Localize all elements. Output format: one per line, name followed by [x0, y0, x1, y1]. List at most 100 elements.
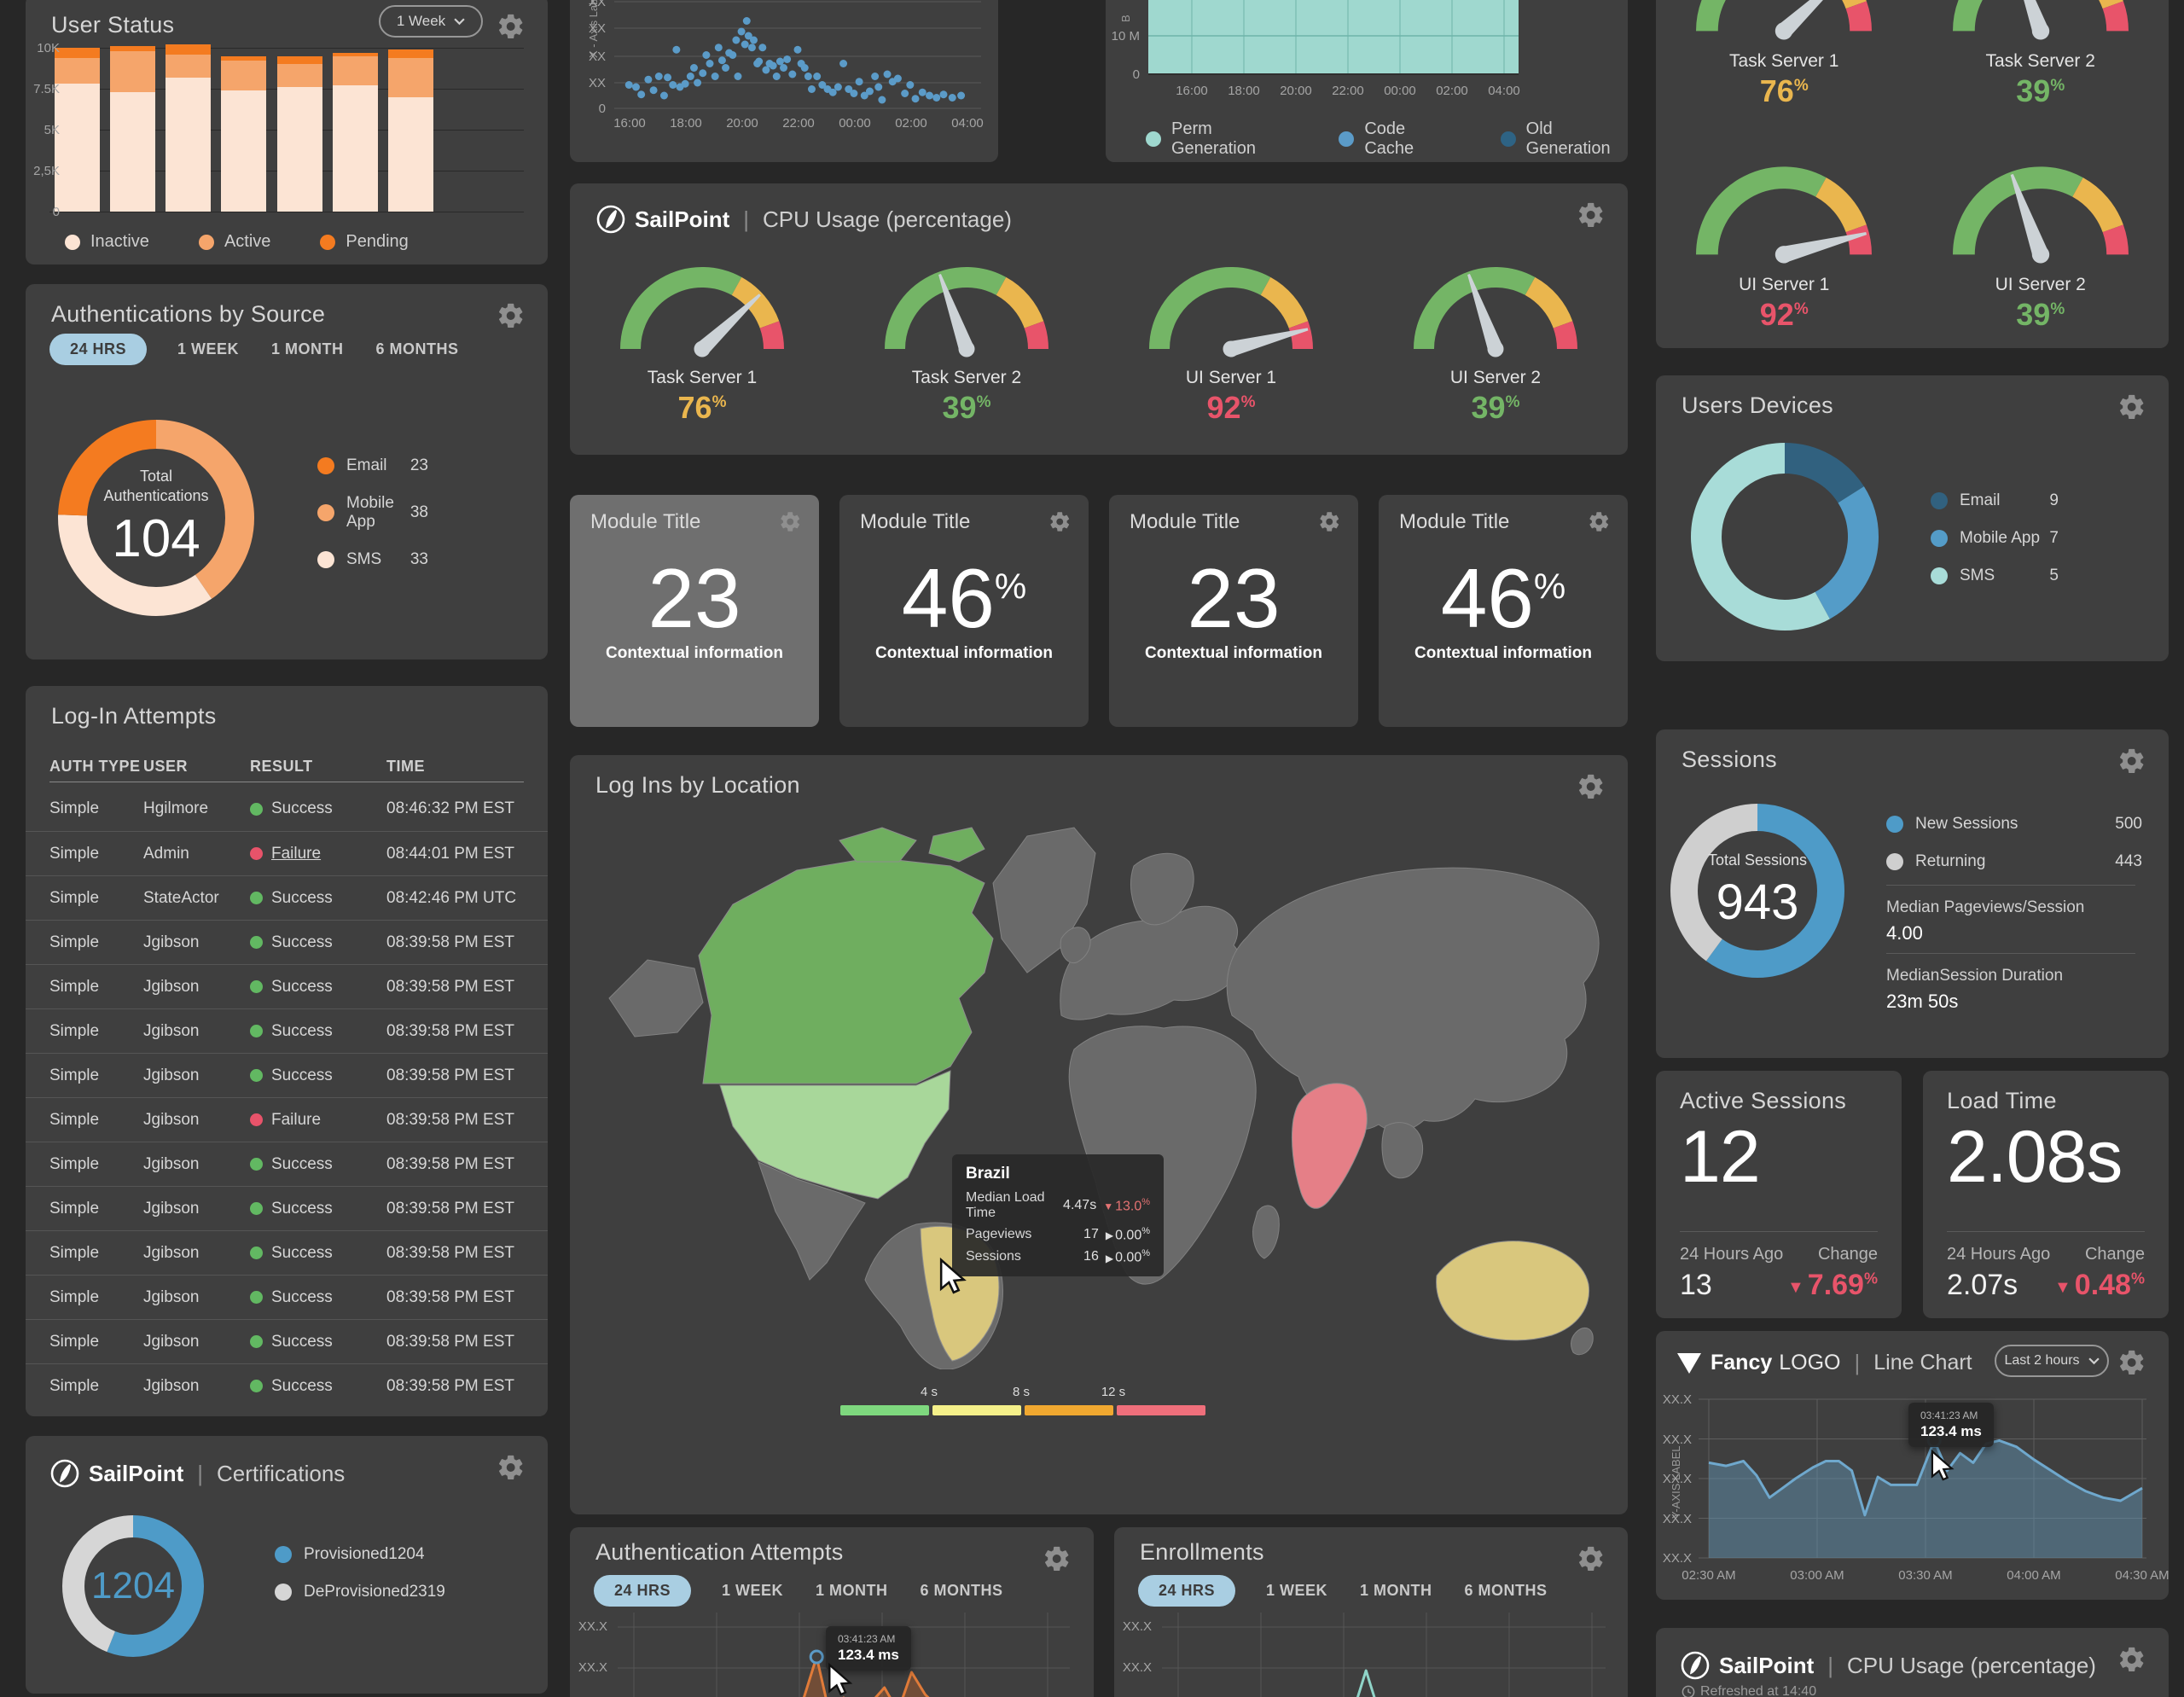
cell-time: 08:42:46 PM UTC — [386, 888, 517, 907]
tab-1-week[interactable]: 1 WEEK — [177, 340, 240, 357]
bar-segment-active — [166, 54, 212, 78]
tab-24-hrs[interactable]: 24 HRS — [594, 1575, 692, 1607]
table-row[interactable]: Simple Jgibson Success 08:39:58 PM EST — [26, 964, 548, 1008]
gear-icon[interactable] — [1577, 1544, 1606, 1573]
tab-6-months[interactable]: 6 MONTHS — [375, 340, 459, 357]
gear-icon[interactable] — [1577, 772, 1606, 801]
stacked-bar[interactable] — [332, 52, 378, 212]
gauge-value: 92% — [1759, 297, 1809, 332]
gear-icon[interactable] — [2117, 1645, 2146, 1674]
result-text: Success — [271, 799, 333, 817]
region-india[interactable] — [1291, 1083, 1368, 1209]
tab-1-week[interactable]: 1 WEEK — [1266, 1582, 1328, 1599]
x-tick: 18:00 — [670, 116, 702, 131]
cell-result: Failure — [250, 845, 386, 863]
cell-user: Jgibson — [143, 1199, 200, 1218]
table-row[interactable]: Simple Admin Failure 08:44:01 PM EST — [26, 831, 548, 875]
auth-attempts-title: Authentication Attempts — [595, 1539, 844, 1565]
sessions-legend: New Sessions 500 Returning 443 — [1886, 815, 2142, 890]
cell-time: 08:39:58 PM EST — [386, 1021, 514, 1040]
tab-1-month[interactable]: 1 MONTH — [816, 1582, 888, 1599]
region-canada-islands[interactable] — [839, 827, 917, 863]
tab-1-week[interactable]: 1 WEEK — [722, 1582, 784, 1599]
cell-time: 08:39:58 PM EST — [386, 1376, 514, 1395]
cell-time: 08:46:32 PM EST — [386, 799, 514, 817]
y-tick: XX.X — [1662, 1472, 1692, 1486]
gear-icon[interactable] — [1318, 510, 1341, 533]
gear-icon[interactable] — [2117, 1348, 2146, 1377]
gear-icon[interactable] — [2117, 392, 2146, 421]
y-tick: XX.X — [1662, 1511, 1692, 1526]
tab-6-months[interactable]: 6 MONTHS — [920, 1582, 1003, 1599]
cell-user: Jgibson — [143, 1021, 200, 1040]
user-status-period-dropdown[interactable]: 1 Week — [379, 5, 483, 38]
fancy-period-dropdown[interactable]: Last 2 hours — [1995, 1345, 2109, 1377]
stacked-bar[interactable] — [387, 49, 433, 212]
table-row[interactable]: Simple Jgibson Failure 08:39:58 PM EST — [26, 1097, 548, 1142]
gear-icon[interactable] — [497, 301, 526, 330]
legend-value: 443 — [2115, 852, 2142, 870]
card-module-3: Module Title 46% Contextual information — [1379, 495, 1628, 727]
result-text: Success — [271, 933, 333, 951]
user-status-title: User Status — [51, 12, 175, 38]
table-row[interactable]: Simple Jgibson Success 08:39:58 PM EST — [26, 1142, 548, 1186]
gear-icon[interactable] — [779, 510, 802, 533]
legend-label: Provisioned — [304, 1545, 389, 1563]
card-enrollments: Enrollments 24 HRS 1 WEEK 1 MONTH 6 MONTHS … — [1114, 1527, 1628, 1697]
region-canada-islands[interactable] — [928, 827, 985, 863]
map-title: Log Ins by Location — [595, 772, 800, 798]
tab-1-month[interactable]: 1 MONTH — [1360, 1582, 1432, 1599]
legend-value: 23 — [410, 456, 428, 474]
cell-result: Success — [250, 978, 386, 997]
region-canada[interactable] — [698, 857, 994, 1084]
table-row[interactable]: Simple Jgibson Success 08:39:58 PM EST — [26, 920, 548, 964]
table-row[interactable]: Simple Jgibson Success 08:39:58 PM EST — [26, 1008, 548, 1053]
cell-auth-type: Simple — [49, 1376, 100, 1395]
cpu-bottom-header: SailPoint | CPU Usage (percentage) — [1680, 1650, 2096, 1681]
stacked-bar[interactable] — [166, 44, 212, 212]
cell-auth-type: Simple — [49, 888, 100, 907]
gear-icon[interactable] — [1043, 1544, 1072, 1573]
gear-icon[interactable] — [2117, 747, 2146, 776]
world-map[interactable] — [584, 802, 1614, 1369]
gear-icon[interactable] — [497, 12, 526, 41]
result-text[interactable]: Failure — [271, 844, 322, 863]
legend-value: 9 — [2049, 491, 2059, 509]
tooltip-delta: ▶ 0.00% — [1105, 1248, 1150, 1265]
tab-6-months[interactable]: 6 MONTHS — [1464, 1582, 1548, 1599]
mexico — [758, 1161, 866, 1281]
gear-icon[interactable] — [1048, 510, 1072, 533]
gauge-value: 76% — [1759, 73, 1809, 108]
cell-time: 08:39:58 PM EST — [386, 1199, 514, 1218]
region-australia[interactable] — [1436, 1241, 1590, 1341]
stacked-bar[interactable] — [221, 55, 267, 212]
mouse-cursor-icon — [822, 1662, 857, 1696]
donut-center-title: Total Authentications — [103, 468, 209, 504]
table-row[interactable]: Simple Jgibson Success 08:39:58 PM EST — [26, 1275, 548, 1319]
cell-result: Success — [250, 1200, 386, 1218]
table-row[interactable]: Simple Hgilmore Success 08:46:32 PM EST — [26, 787, 548, 831]
table-row[interactable]: Simple Jgibson Success 08:39:58 PM EST — [26, 1319, 548, 1363]
stacked-bar[interactable] — [276, 55, 322, 212]
table-row[interactable]: Simple Jgibson Success 08:39:58 PM EST — [26, 1230, 548, 1275]
tab-1-month[interactable]: 1 MONTH — [271, 340, 344, 357]
table-row[interactable]: Simple Jgibson Success 08:39:58 PM EST — [26, 1363, 548, 1408]
gear-icon[interactable] — [1577, 201, 1606, 230]
stacked-bar[interactable] — [110, 46, 156, 212]
tab-24-hrs[interactable]: 24 HRS — [49, 334, 148, 365]
region-united-states[interactable] — [719, 1070, 951, 1200]
table-row[interactable]: Simple StateActor Success 08:42:46 PM UTC — [26, 875, 548, 920]
gear-icon[interactable] — [1588, 510, 1611, 533]
status-dot — [250, 1335, 263, 1348]
table-row[interactable]: Simple Jgibson Success 08:39:58 PM EST — [26, 1186, 548, 1230]
gear-icon[interactable] — [497, 1453, 526, 1482]
gauge-value: 39% — [2016, 73, 2065, 108]
bar-segment-active — [110, 50, 156, 92]
cell-user: Jgibson — [143, 1376, 200, 1395]
module-value: 46 — [1440, 551, 1534, 645]
tab-24-hrs[interactable]: 24 HRS — [1138, 1575, 1236, 1607]
legend-dot — [1500, 131, 1516, 147]
stacked-bar[interactable] — [55, 48, 100, 212]
legend-dot — [65, 234, 80, 250]
table-row[interactable]: Simple Jgibson Success 08:39:58 PM EST — [26, 1053, 548, 1097]
